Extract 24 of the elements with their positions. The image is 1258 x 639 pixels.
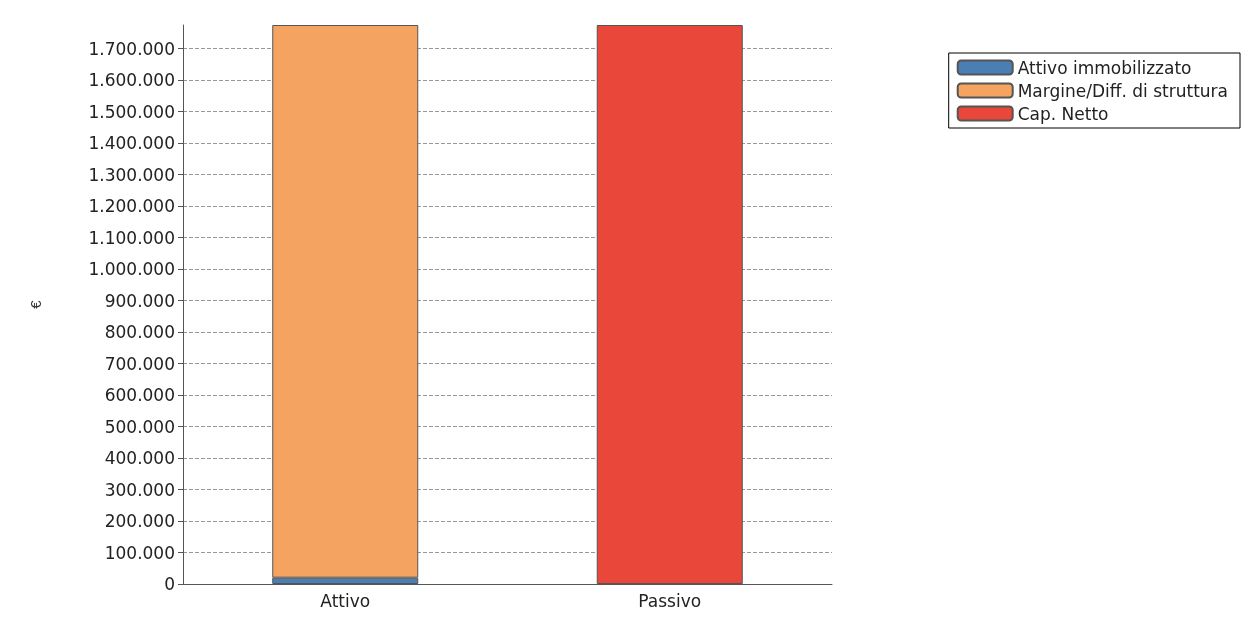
x-tick-label: Attivo (320, 590, 371, 611)
legend-label: Margine/Diff. di struttura (1017, 80, 1229, 101)
y-tick-label: 100.000 (104, 542, 175, 563)
y-tick-label: 1.200.000 (88, 196, 175, 217)
legend-label: Attivo immobilizzato (1017, 57, 1192, 78)
y-tick-label: 1.500.000 (88, 101, 175, 122)
y-tick-label: 500.000 (104, 416, 175, 437)
y-tick-label: 1.600.000 (88, 70, 175, 91)
y-tick-label: 800.000 (104, 322, 175, 343)
y-tick-label: 700.000 (104, 353, 175, 374)
y-tick-label: 1.300.000 (88, 164, 175, 185)
y-tick-label: 200.000 (104, 511, 175, 532)
legend-label: Cap. Netto (1017, 103, 1109, 124)
y-tick-label: 0 (164, 574, 175, 594)
y-axis-title: € (27, 299, 44, 309)
y-tick-label: 400.000 (104, 448, 175, 469)
y-tick-label: 1.400.000 (88, 133, 175, 154)
y-tick-label: 600.000 (104, 385, 175, 406)
y-tick-label: 1.000.000 (88, 259, 175, 280)
x-tick-label: Passivo (638, 590, 702, 611)
y-tick-label: 900.000 (104, 290, 175, 311)
y-tick-label: 1.100.000 (88, 227, 175, 248)
y-tick-label: 300.000 (104, 479, 175, 500)
y-tick-label: 1.700.000 (88, 38, 175, 59)
